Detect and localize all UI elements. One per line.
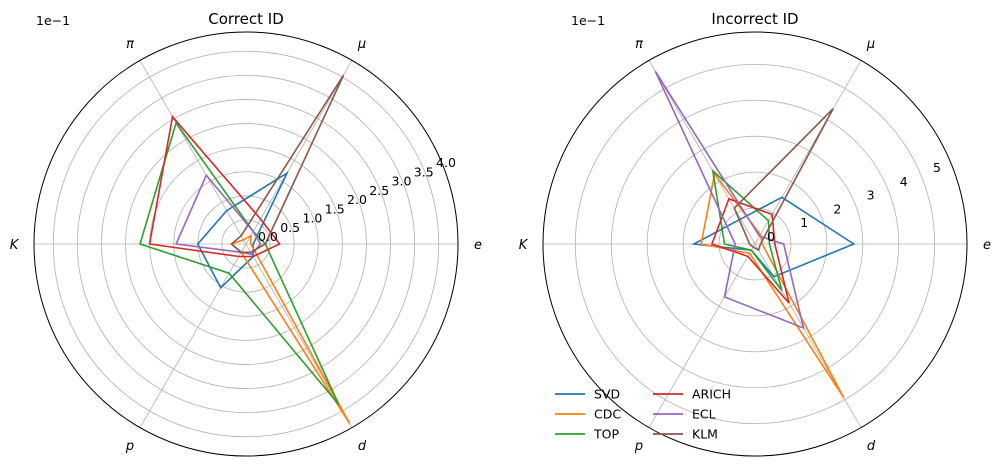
r-tick-label: 5	[933, 160, 941, 175]
radar-panel-1: 0 1 2 3 4 5 e μ π Kp d Incorrect ID 1e−1 SVD CDC TOP ARI…	[519, 10, 991, 457]
legend-label-arich: ARICH	[692, 387, 731, 402]
polar-frame	[33, 31, 459, 457]
r-tick-label: 2	[833, 201, 841, 216]
axis-label: π	[635, 37, 643, 52]
radar-panel-0: 0.00.51.01.52.02.53.03.54.0 e μ π Kp d Correct…	[10, 10, 482, 457]
r-tick-label: 3.0	[392, 174, 412, 189]
legend-label-cdc: CDC	[594, 407, 621, 422]
scale-label: 1e−1	[36, 13, 70, 28]
series-line-ecl	[654, 70, 805, 330]
axis-label: d	[358, 439, 367, 454]
chart-title: Incorrect ID	[711, 10, 798, 28]
series-line-top	[139, 121, 340, 406]
axis-label: μ	[866, 37, 875, 52]
grid-spoke	[754, 243, 862, 428]
r-tick-label: 0.5	[280, 220, 300, 235]
grid-spoke	[139, 243, 247, 428]
scale-label: 1e−1	[571, 13, 605, 28]
axis-label: p	[125, 439, 134, 454]
polar-frame	[542, 31, 968, 457]
grid-spoke	[648, 243, 756, 428]
chart-title: Correct ID	[208, 10, 284, 28]
r-tick-label: 4.0	[436, 155, 456, 170]
legend-label-svd: SVD	[594, 387, 620, 402]
axis-label: e	[474, 238, 482, 253]
r-tick-label: 4	[900, 174, 908, 189]
series-line-arich	[148, 114, 281, 258]
grid-spoke	[139, 60, 247, 245]
series-line-ecl	[174, 173, 262, 256]
legend-label-top: TOP	[593, 427, 619, 442]
series-line-klm	[733, 108, 834, 252]
series-line-svd	[691, 196, 856, 278]
r-tick-label: 2.5	[369, 183, 389, 198]
axis-label: μ	[357, 37, 366, 52]
grid-spoke	[754, 60, 862, 245]
axis-label: π	[126, 37, 134, 52]
r-tick-label: 0	[767, 229, 775, 244]
r-tick-label: 3	[867, 188, 875, 203]
r-tick-label: 3.5	[414, 164, 434, 179]
series-line-top	[711, 168, 783, 292]
series-line-cdc	[700, 172, 845, 399]
series-line-klm	[230, 74, 345, 254]
r-tick-label: 1.5	[325, 201, 345, 216]
legend: SVD CDC TOP ARICH ECL KLM	[555, 387, 731, 442]
r-tick-label: 1.0	[303, 211, 323, 226]
series-line-arich	[710, 197, 790, 304]
legend-label-klm: KLM	[692, 427, 718, 442]
axis-label: d	[867, 439, 876, 454]
r-tick-label: 2.0	[347, 192, 367, 207]
axis-label: K	[519, 238, 529, 253]
axis-label: e	[983, 238, 991, 253]
r-tick-label: 1	[800, 215, 808, 230]
axis-label: K	[10, 238, 20, 253]
axis-label: p	[634, 439, 643, 454]
legend-label-ecl: ECL	[692, 407, 716, 422]
r-tick-label: 0.0	[258, 229, 278, 244]
